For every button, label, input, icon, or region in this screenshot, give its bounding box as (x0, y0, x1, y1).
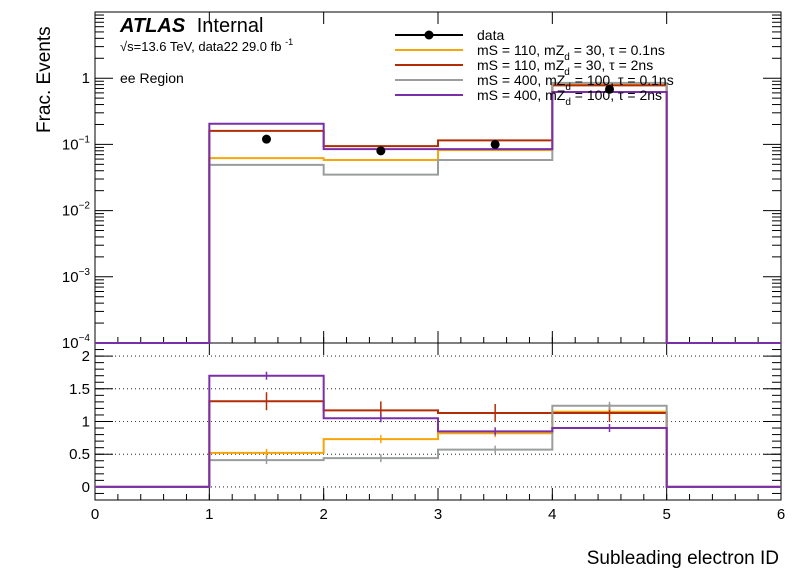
legend-label-tail: = 100, τ = 0.1ns (571, 72, 674, 88)
legend-label-tail: = 100, τ = 2ns (571, 87, 662, 103)
main-hist-3 (95, 81, 781, 344)
legend-label-tail: = 30, τ = 2ns (570, 57, 653, 73)
main-y-tick-label: 10−2 (62, 201, 91, 220)
x-tick-label: 5 (662, 506, 670, 523)
ratio-y-tick-label: 1 (82, 414, 90, 431)
x-tick-label: 3 (434, 506, 442, 523)
x-tick-label: 0 (91, 506, 99, 523)
tick-exponent: −2 (79, 201, 91, 212)
legend-entry-text: mS = 400, mZd = 100, τ = 2ns (477, 87, 662, 108)
main-histograms (95, 81, 781, 344)
x-tick-label: 1 (205, 506, 213, 523)
x-tick-label: 2 (319, 506, 327, 523)
tick-exponent: −4 (79, 333, 91, 344)
legend-subscript: d (564, 67, 570, 78)
x-tick-label: 6 (777, 506, 785, 523)
legend-entry-text: data (477, 27, 504, 43)
main-y-axis-ticks: 110−110−210−310−4 (62, 12, 782, 352)
main-hist-4 (95, 90, 781, 344)
tick-exponent: −1 (79, 134, 91, 145)
main-y-tick-label: 10−3 (62, 267, 91, 286)
ratio-histograms (95, 371, 781, 488)
main-data-points (262, 84, 614, 156)
tick-base: 1 (82, 70, 90, 87)
legend-entry-text: mS = 110, mZd = 30, τ = 2ns (477, 57, 653, 78)
main-y-tick-label: 1 (82, 70, 90, 87)
internal-text: Internal (197, 15, 264, 37)
ratio-y-tick-label: 1.5 (69, 381, 90, 398)
tick-base: 10 (62, 335, 79, 352)
ratio-y-tick-label: 2 (82, 348, 90, 365)
data-point (490, 139, 500, 149)
legend-subscript: d (565, 82, 571, 93)
main-hist-2 (95, 84, 781, 344)
region-label: ee Region (120, 70, 184, 86)
x-tick-label: 4 (548, 506, 556, 523)
legend-label: mS = 110, mZ (477, 57, 565, 73)
tick-base: 10 (62, 203, 79, 220)
atlas-logo-text: ATLAS (119, 15, 186, 37)
energy-lumi-text: √s=13.6 TeV, data22 29.0 fb (120, 39, 281, 54)
main-y-tick-label: 10−4 (62, 333, 91, 352)
legend-label: mS = 400, mZ (477, 87, 566, 103)
tick-base: 10 (62, 269, 79, 286)
x-axis-title: Subleading electron ID (587, 548, 779, 569)
main-plot-frame (94, 11, 782, 344)
atlas-label: ATLAS Internal (119, 15, 263, 37)
ratio-y-tick-label: 0 (82, 479, 90, 496)
main-hist-1 (95, 83, 781, 344)
energy-lumi-label: √s=13.6 TeV, data22 29.0 fb -1 (120, 37, 293, 54)
tick-base: 10 (62, 136, 79, 153)
ratio-y-tick-label: 0.5 (69, 446, 90, 463)
legend-label-tail: = 30, τ = 0.1ns (570, 42, 665, 58)
ratio-hist-1 (95, 400, 781, 488)
legend-subscript: d (564, 52, 570, 63)
main-y-tick-label: 10−1 (62, 134, 91, 153)
legend-subscript: d (565, 97, 571, 108)
y-axis-title: Frac. Events (34, 26, 55, 133)
ratio-axis-ticks: 0 0.5 1 1.5 2 0 1 2 3 4 5 6 (69, 342, 785, 523)
data-point (262, 134, 271, 144)
ratio-hist-3 (95, 374, 781, 488)
legend-marker (424, 30, 434, 40)
data-point (605, 84, 614, 94)
tick-exponent: −3 (79, 267, 91, 278)
legend-label: mS = 110, mZ (477, 42, 565, 58)
legend-entry-text: mS = 110, mZd = 30, τ = 0.1ns (477, 42, 665, 63)
legend-label: mS = 400, mZ (477, 72, 566, 88)
legend-entry-text: mS = 400, mZd = 100, τ = 0.1ns (477, 72, 674, 93)
lumi-exponent: -1 (285, 37, 293, 47)
data-point (376, 146, 386, 156)
legend-label: data (477, 27, 504, 43)
